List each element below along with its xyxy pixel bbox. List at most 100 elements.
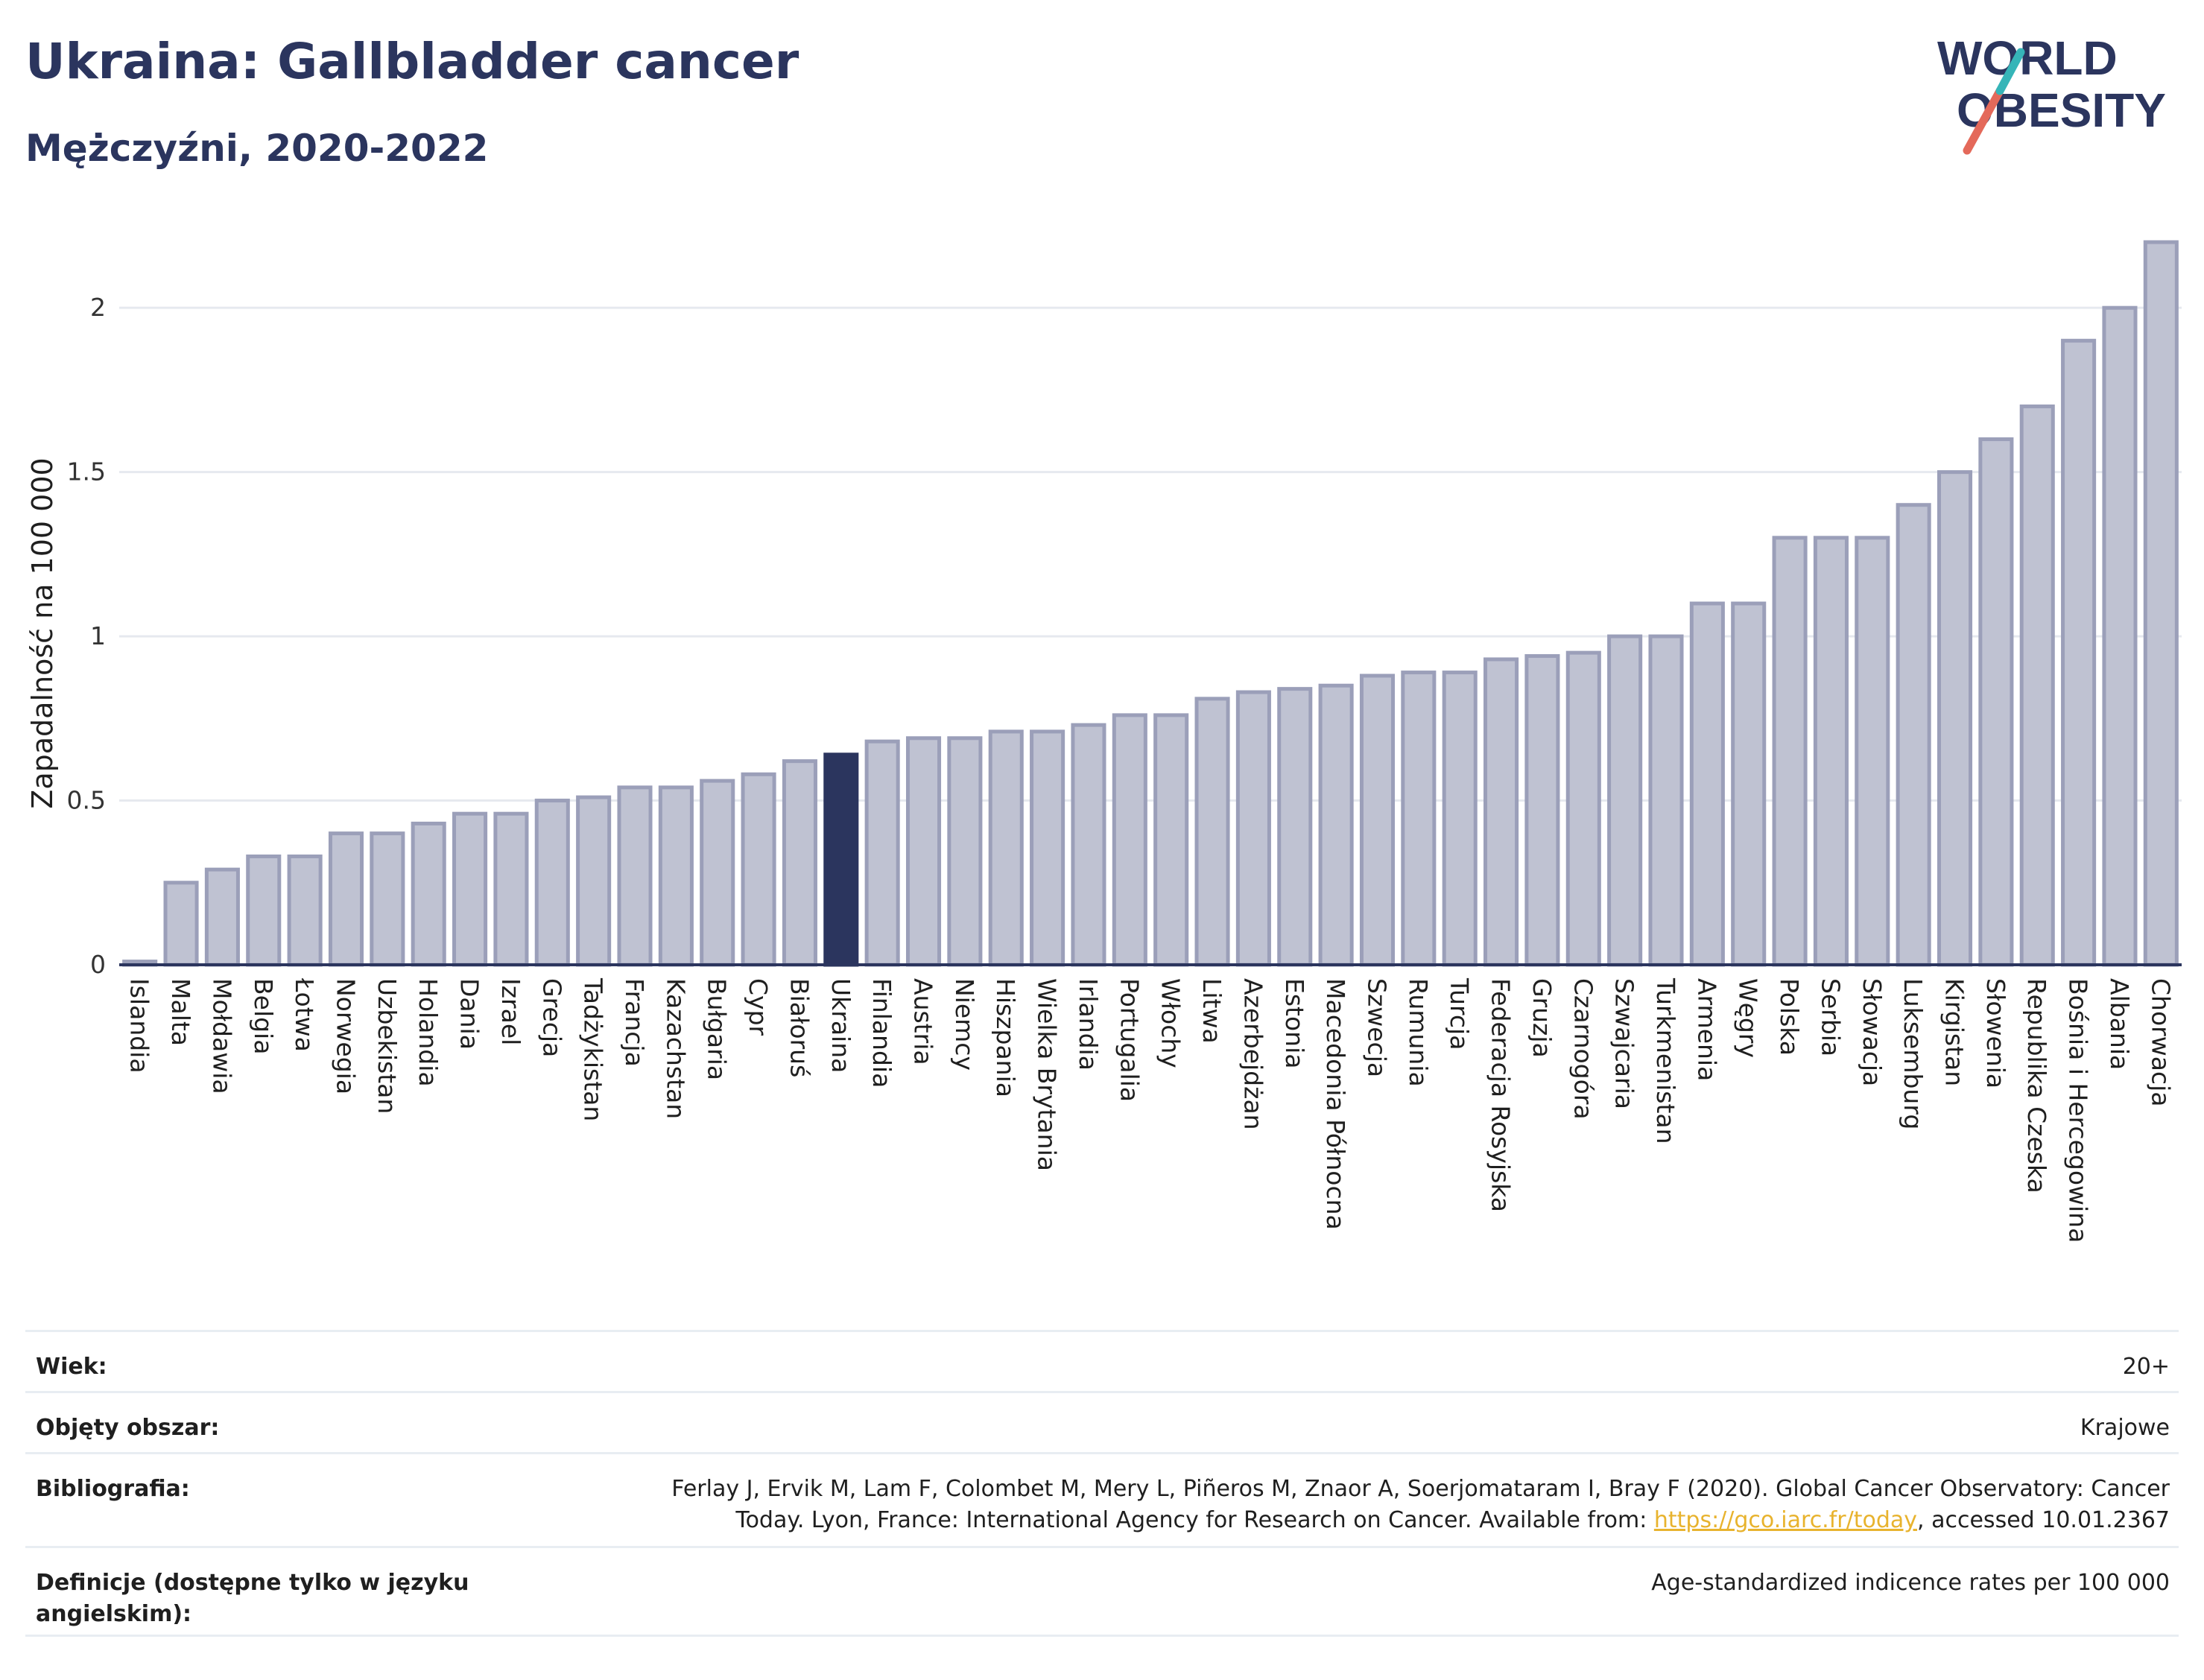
x-tick-label: Tadżykistan [579, 977, 608, 1121]
bibliography-label: Bibliografia: [36, 1476, 190, 1502]
y-tick-label: 1.5 [67, 457, 106, 486]
x-tick-label: Islandia [125, 978, 154, 1074]
x-tick-label: Szwecja [1362, 978, 1391, 1077]
bar-austria [905, 736, 942, 967]
x-tick-label: Uzbekistan [373, 978, 402, 1114]
x-tick-label: Portugalia [1115, 978, 1144, 1102]
page-subtitle: Mężczyźni, 2020-2022 [25, 127, 489, 170]
bar-grecja [534, 799, 570, 967]
bar-czarnogóra [1565, 650, 1601, 967]
bar-szwajcaria [1607, 634, 1643, 967]
bar-chorwacja [2143, 240, 2179, 967]
bar-irlandia [1071, 723, 1106, 967]
bar-luksemburg [1896, 503, 1931, 967]
age-label: Wiek: [36, 1354, 107, 1380]
x-tick-label: Turcja [1445, 977, 1474, 1050]
bar-norwegia [328, 831, 364, 967]
bar-albania [2102, 305, 2138, 967]
logo-line-1: WORLD [1937, 31, 2118, 85]
bibliography-line-1: Ferlay J, Ervik M, Lam F, Colombet M, Me… [671, 1476, 2170, 1502]
bar-wielka-brytania [1030, 729, 1065, 967]
x-tick-label: Holandia [414, 978, 443, 1087]
world-obesity-logo: WORLD OBESITY [1937, 31, 2166, 155]
x-tick-label: Niemcy [950, 978, 979, 1071]
info-row-area: Objęty obszar: Krajowe [25, 1391, 2179, 1452]
x-tick-label: Luksemburg [1899, 978, 1928, 1129]
x-tick-label: Słowenia [1981, 978, 2010, 1088]
x-tick-label: Rumunia [1404, 978, 1433, 1087]
x-tick-label: Polska [1775, 978, 1804, 1056]
bar-słowenia [1978, 437, 2014, 967]
x-tick-label: Austria [909, 978, 938, 1065]
logo-slash-red [1963, 86, 2004, 155]
x-tick-label: Turkmenistan [1651, 977, 1680, 1144]
x-tick-label: Litwa [1197, 978, 1226, 1044]
y-tick-label: 0 [90, 950, 106, 979]
info-row-bibliography: Bibliografia: Ferlay J, Ervik M, Lam F, … [25, 1452, 2179, 1546]
bar-republika-czeska [2019, 404, 2055, 967]
x-tick-label: Węgry [1734, 978, 1763, 1058]
bar-rumunia [1401, 671, 1437, 967]
bar-ukraina [823, 752, 859, 967]
x-tick-label: Kirgistan [1940, 978, 1969, 1086]
x-tick-label: Belgia [249, 978, 278, 1054]
x-tick-label: Bośnia i Hercegowina [2064, 978, 2093, 1243]
bar-armenia [1689, 601, 1725, 967]
bar-serbia [1813, 536, 1849, 967]
y-tick-label: 0.5 [67, 786, 106, 815]
bar-azerbejdżan [1235, 690, 1271, 967]
bar-dania [452, 811, 488, 967]
bar-federacja-rosyjska [1483, 657, 1519, 967]
bibliography-line-2-start: Today. Lyon, France: International Agenc… [735, 1507, 1654, 1533]
bar-turcja [1442, 671, 1478, 967]
info-row-definitions: Definicje (dostępne tylko w języku angie… [25, 1546, 2179, 1637]
x-tick-label: Armenia [1692, 978, 1721, 1081]
x-tick-label: Łotwa [290, 977, 319, 1052]
x-tick-label: Włochy [1156, 978, 1185, 1068]
bar-węgry [1731, 601, 1767, 967]
bar-szwecja [1359, 673, 1396, 967]
bibliography-link[interactable]: https://gco.iarc.fr/today [1653, 1507, 1918, 1533]
bar-białoruś [782, 759, 817, 967]
bar-polska [1772, 536, 1808, 967]
bar-malta [163, 881, 199, 967]
y-tick-label: 2 [90, 293, 106, 322]
x-tick-label: Serbia [1816, 978, 1845, 1056]
bar-tadżykistan [576, 795, 612, 967]
x-tick-label: Macedonia Północna [1321, 978, 1350, 1230]
x-tick-label: Gruzja [1527, 978, 1557, 1058]
x-tick-label: Słowacja [1858, 978, 1887, 1086]
x-tick-label: Azerbejdżan [1238, 978, 1267, 1130]
bar-estonia [1277, 687, 1313, 967]
bar-uzbekistan [370, 831, 405, 967]
definitions-label: Definicje (dostępne tylko w języku angie… [36, 1570, 469, 1627]
bibliography-value: Ferlay J, Ervik M, Lam F, Colombet M, Me… [671, 1474, 2170, 1536]
bar-bułgaria [700, 779, 735, 967]
bar-łotwa [287, 855, 323, 967]
x-tick-label: Grecja [537, 978, 566, 1057]
x-tick-label: Wielka Brytania [1033, 978, 1062, 1171]
bar-portugalia [1112, 713, 1147, 967]
bar-izrael [493, 811, 529, 967]
bar-holandia [411, 821, 446, 967]
x-tick-label: Chorwacja [2146, 978, 2175, 1106]
x-tick-label: Francja [620, 978, 649, 1067]
x-tick-label: Republika Czeska [2022, 978, 2051, 1194]
bar-litwa [1194, 697, 1230, 967]
bar-belgia [246, 855, 282, 967]
x-tick-label: Irlandia [1074, 978, 1103, 1071]
x-tick-label: Izrael [496, 978, 525, 1045]
area-label: Objęty obszar: [36, 1415, 220, 1441]
bar-macedonia-północna [1318, 683, 1354, 967]
bar-kirgistan [1937, 470, 1973, 967]
x-tick-label: Albania [2105, 978, 2134, 1070]
x-tick-label: Federacja Rosyjska [1486, 978, 1516, 1212]
x-tick-label: Cypr [744, 978, 773, 1036]
x-tick-label: Białoruś [785, 978, 814, 1077]
bar-finlandia [864, 739, 900, 967]
x-tick-label: Finlandia [867, 978, 896, 1088]
x-tick-label: Czarnogóra [1568, 978, 1597, 1120]
x-tick-label: Norwegia [331, 978, 360, 1094]
bar-cypr [741, 772, 776, 967]
bar-słowacja [1855, 536, 1890, 967]
